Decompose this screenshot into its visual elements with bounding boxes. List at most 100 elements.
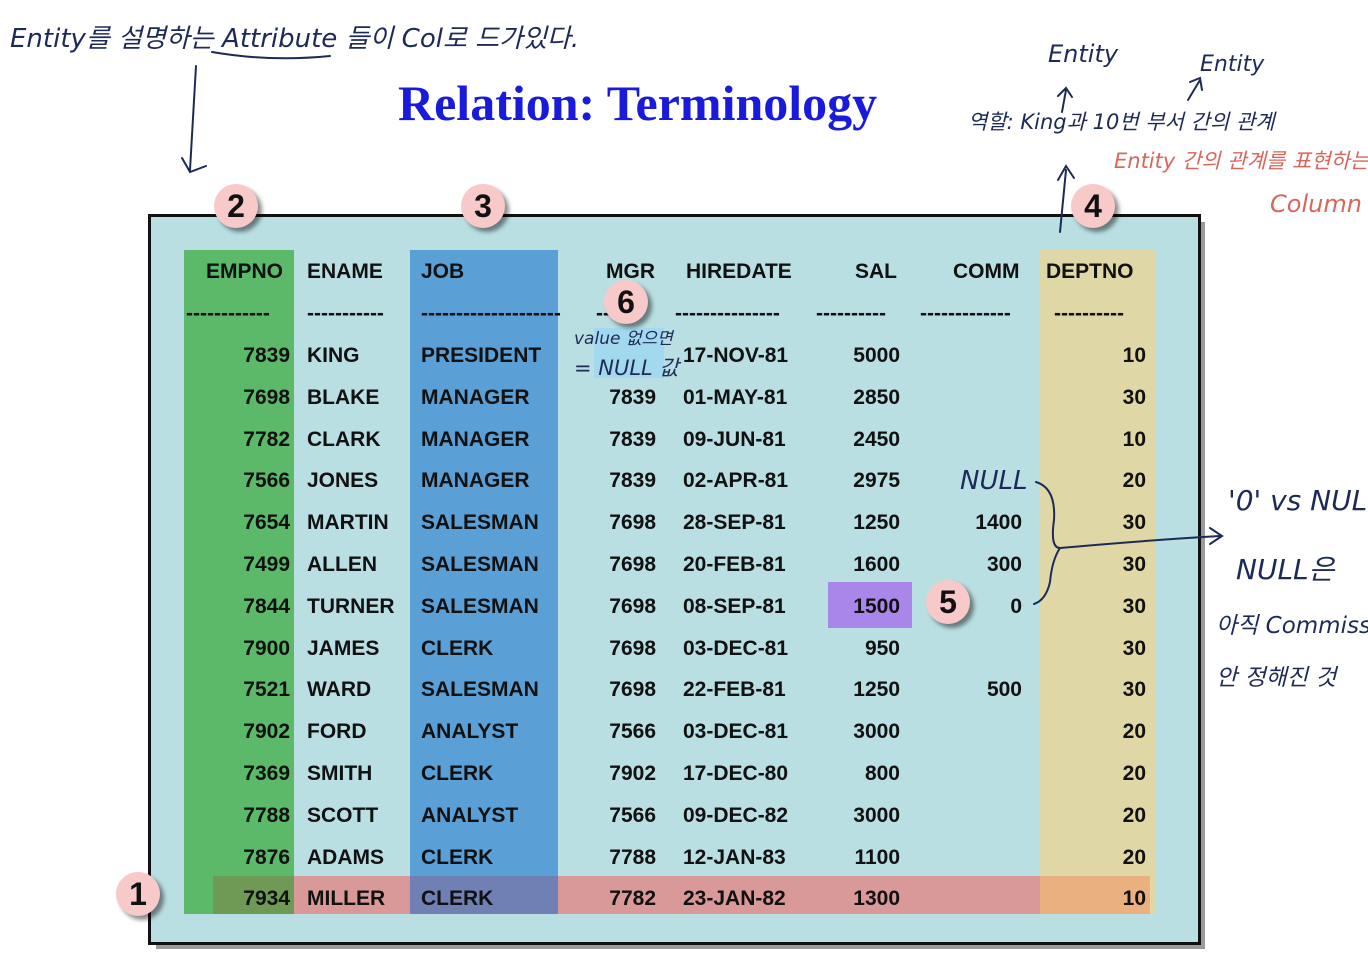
cell-mgr: 7566 [609, 803, 656, 827]
cell-deptno: 30 [1122, 678, 1146, 702]
header-divider: ------------ [186, 302, 270, 325]
cell-job: ANALYST [421, 720, 519, 744]
header-divider: --------------- [675, 302, 780, 325]
badge-6: 6 [604, 280, 648, 324]
note-value-empty: value 없으면 [574, 329, 673, 349]
cell-deptno: 30 [1122, 511, 1146, 535]
arrow-up-to-role [1057, 164, 1075, 233]
column-header-job: JOB [421, 260, 465, 283]
cell-hiredate: 09-DEC-82 [683, 803, 789, 827]
cell-deptno: 20 [1122, 803, 1146, 827]
cell-deptno: 10 [1122, 887, 1146, 911]
cell-job: CLERK [421, 636, 494, 660]
cell-job: ANALYST [421, 803, 519, 827]
cell-ename: FORD [307, 720, 367, 744]
cell-empno: 7369 [243, 762, 290, 785]
primary-key-column-highlight [184, 250, 294, 914]
column-header-empno: EMPNO [206, 260, 284, 283]
cell-hiredate: 08-SEP-81 [683, 594, 786, 618]
cell-ename: JAMES [307, 636, 380, 660]
cell-sal: 950 [864, 636, 900, 660]
column-header-comm: COMM [953, 260, 1020, 283]
cell-hiredate: 03-DEC-81 [683, 636, 789, 660]
arrow-entity-left [1057, 86, 1073, 113]
cell-mgr: 7698 [609, 594, 656, 618]
cell-hiredate: 02-APR-81 [683, 469, 789, 493]
cell-mgr: 7698 [609, 553, 656, 576]
cell-deptno: 30 [1122, 636, 1146, 660]
cell-hiredate: 28-SEP-81 [683, 511, 786, 535]
tuple-deptno-overlap [1040, 876, 1150, 914]
badge-2: 2 [214, 184, 258, 228]
column-header-hiredate: HIREDATE [686, 260, 792, 283]
cell-sal: 5000 [853, 344, 900, 367]
cell-mgr: 7698 [609, 678, 656, 702]
null-mgr-highlight [594, 328, 664, 378]
foreign-key-column-highlight [1040, 250, 1156, 914]
cell-sal: 1500 [853, 594, 900, 618]
cell-hiredate: 09-JUN-81 [683, 427, 786, 451]
tuple-empno-overlap [213, 876, 294, 914]
cell-mgr: 7698 [609, 636, 656, 660]
note-relation-column-1: Entity 간의 관계를 표현하는 [1114, 149, 1368, 173]
cell-mgr: 7839 [609, 385, 656, 409]
cell-sal: 1100 [854, 845, 900, 869]
cell-hiredate: 12-JAN-83 [683, 845, 786, 869]
cell-sal: 1600 [853, 553, 900, 576]
cell-empno: 7902 [243, 720, 290, 744]
cell-ename: CLARK [307, 427, 381, 451]
column-header-deptno: DEPTNO [1046, 260, 1134, 283]
cell-empno: 7844 [243, 594, 290, 618]
badge-3: 3 [461, 184, 505, 228]
cell-job: SALESMAN [421, 553, 539, 576]
header-divider: ------------- [920, 302, 1011, 325]
cell-job: CLERK [421, 845, 494, 869]
note-not-decided: 안 정해진 것 [1216, 665, 1337, 691]
cell-empno: 7782 [243, 427, 290, 451]
cell-ename: SMITH [307, 762, 373, 785]
note-attributes-are-columns: Entity를 설명하는 Attribute 들이 Col로 드가있다. [10, 24, 580, 54]
cell-ename: SCOTT [307, 803, 379, 827]
cell-ename: BLAKE [307, 385, 380, 409]
cell-sal: 2975 [853, 469, 900, 493]
cell-sal: 3000 [853, 720, 900, 744]
tuple-row-highlight [213, 876, 1150, 914]
column-header-ename: ENAME [307, 260, 383, 283]
cell-empno: 7566 [243, 469, 290, 493]
cell-deptno: 30 [1122, 594, 1146, 618]
tuple-job-overlap [410, 876, 558, 914]
cell-hiredate: 17-DEC-80 [683, 762, 789, 785]
cell-empno: 7788 [243, 803, 290, 827]
brace-comm [1033, 481, 1062, 605]
cell-deptno: 20 [1122, 845, 1146, 869]
cell-sal: 800 [864, 762, 900, 785]
cell-sal: 1250 [853, 678, 900, 702]
cell-ename: WARD [307, 678, 372, 702]
cell-comm: 1400 [975, 511, 1022, 535]
badge-4: 4 [1071, 184, 1115, 228]
cell-job: SALESMAN [421, 678, 539, 702]
note-null-mark: NULL [960, 466, 1028, 496]
cell-job: SALESMAN [421, 511, 539, 535]
cell-mgr: 7788 [609, 845, 656, 869]
arrow-to-null-note [1059, 527, 1224, 549]
column-header-sal: SAL [855, 260, 897, 283]
cell-ename: JONES [307, 469, 379, 493]
cell-job: MANAGER [421, 427, 530, 451]
cell-deptno: 20 [1122, 469, 1146, 493]
cell-job: MANAGER [421, 385, 530, 409]
cell-sal: 3000 [853, 803, 900, 827]
header-divider: ---------- [816, 302, 886, 325]
cell-deptno: 30 [1122, 553, 1146, 576]
page-title: Relation: Terminology [398, 75, 878, 131]
cell-mgr: 7698 [609, 511, 656, 535]
cell-hiredate: 03-DEC-81 [683, 720, 789, 744]
header-divider: -------------------- [421, 302, 561, 325]
header-divider: ---------- [1054, 302, 1124, 325]
cell-ename: KING [307, 344, 360, 367]
cell-empno: 7654 [243, 511, 290, 535]
cell-hiredate: 23-JAN-82 [683, 887, 786, 911]
cell-hiredate: 17-NOV-81 [683, 344, 789, 367]
cell-deptno: 10 [1122, 344, 1146, 367]
arrow-to-empno [181, 65, 207, 174]
